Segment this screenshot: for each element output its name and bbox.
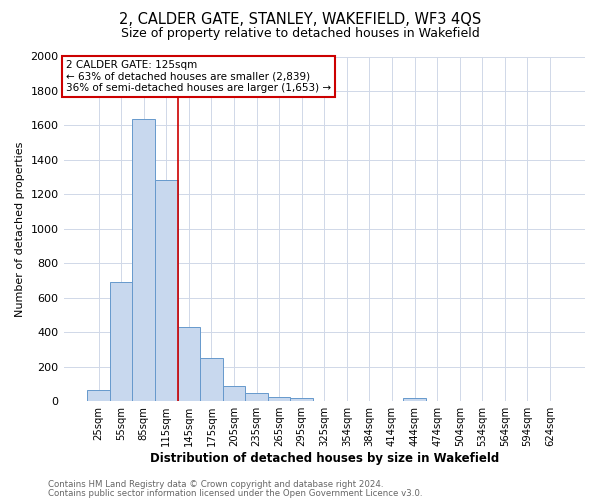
Text: Contains HM Land Registry data © Crown copyright and database right 2024.: Contains HM Land Registry data © Crown c…: [48, 480, 383, 489]
Bar: [268, 397, 290, 401]
Text: 2 CALDER GATE: 125sqm
← 63% of detached houses are smaller (2,839)
36% of semi-d: 2 CALDER GATE: 125sqm ← 63% of detached …: [66, 60, 331, 93]
Y-axis label: Number of detached properties: Number of detached properties: [15, 141, 25, 316]
Bar: [178, 327, 200, 401]
Bar: [223, 386, 245, 401]
Bar: [133, 120, 155, 401]
X-axis label: Distribution of detached houses by size in Wakefield: Distribution of detached houses by size …: [149, 452, 499, 465]
Text: 2, CALDER GATE, STANLEY, WAKEFIELD, WF3 4QS: 2, CALDER GATE, STANLEY, WAKEFIELD, WF3 …: [119, 12, 481, 28]
Bar: [155, 180, 178, 401]
Bar: [403, 398, 426, 401]
Text: Size of property relative to detached houses in Wakefield: Size of property relative to detached ho…: [121, 28, 479, 40]
Bar: [245, 392, 268, 401]
Bar: [200, 358, 223, 401]
Bar: [87, 390, 110, 401]
Text: Contains public sector information licensed under the Open Government Licence v3: Contains public sector information licen…: [48, 488, 422, 498]
Bar: [110, 282, 133, 401]
Bar: [290, 398, 313, 401]
